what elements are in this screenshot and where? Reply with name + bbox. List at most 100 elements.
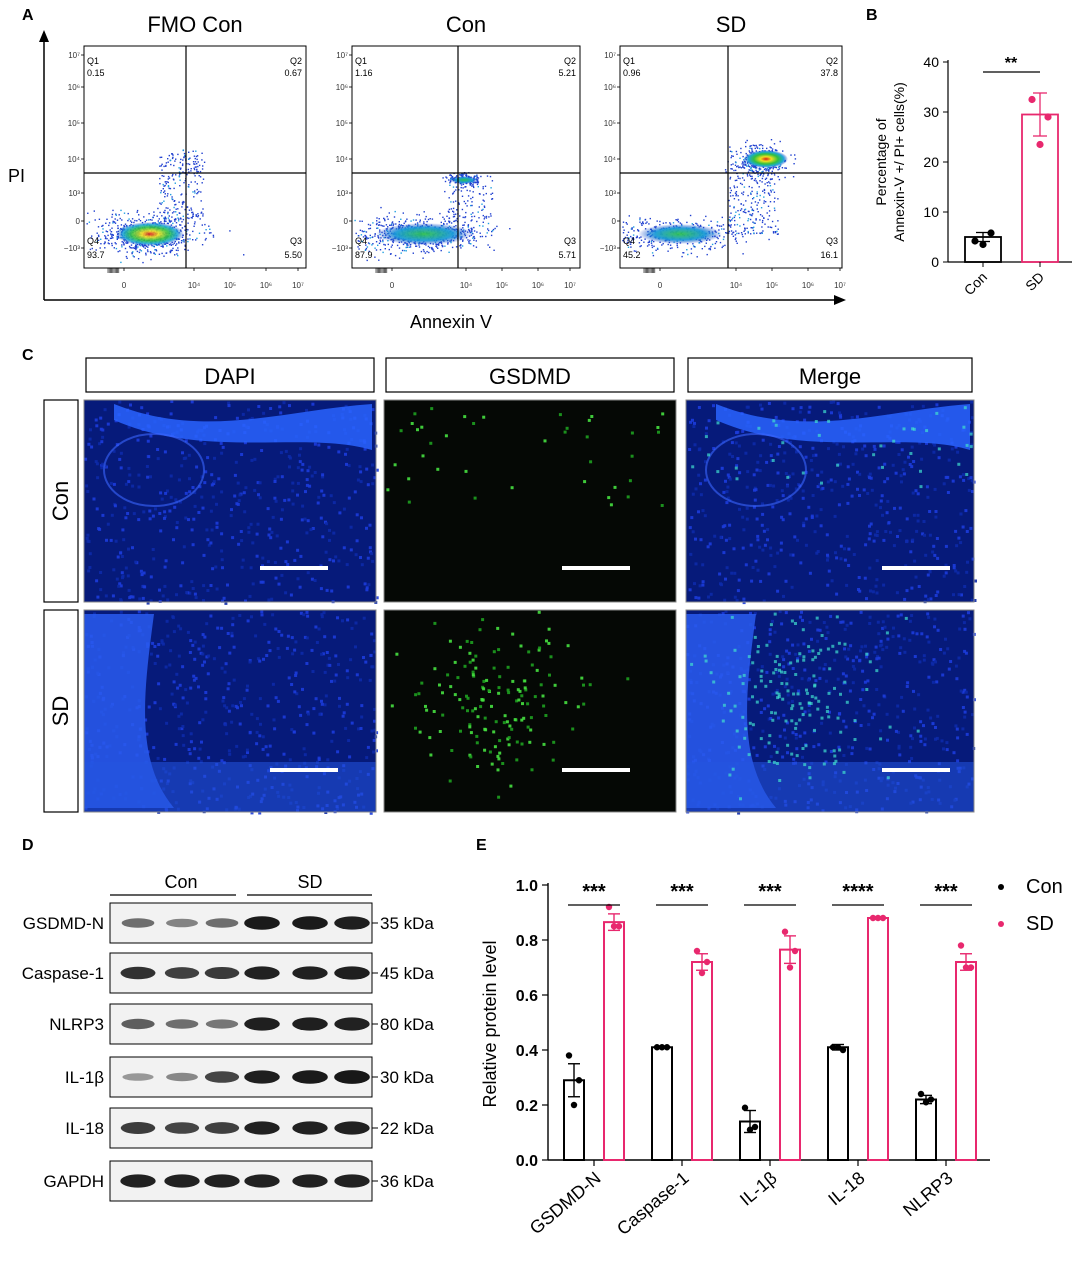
nucleus-pixel — [305, 636, 309, 640]
flow-event-dot — [475, 246, 478, 248]
flow-event-dot — [201, 182, 203, 184]
flow-event-dot — [476, 220, 478, 223]
nucleus-pixel — [151, 548, 155, 551]
flow-event-dot — [167, 193, 169, 195]
nucleus-pixel — [233, 494, 237, 498]
nucleus-pixel — [927, 640, 931, 644]
flow-event-dot — [749, 169, 751, 171]
flow-event-dot — [732, 163, 734, 165]
gsdmd-signal-pixel — [480, 698, 484, 701]
flow-event-dot — [455, 225, 457, 227]
flow-event-dot — [631, 237, 633, 239]
nucleus-pixel — [175, 593, 178, 597]
gsdmd-signal-pixel — [519, 644, 523, 648]
gsdmd-signal-pixel — [523, 679, 527, 683]
flow-event-dot — [623, 229, 625, 231]
nucleus-pixel — [268, 527, 272, 531]
nucleus-pixel — [712, 447, 716, 450]
flow-event-dot — [731, 233, 733, 235]
nucleus-pixel — [849, 621, 853, 625]
nucleus-pixel — [772, 484, 776, 488]
nucleus-pixel — [882, 583, 886, 587]
flow-event-dot — [151, 219, 153, 221]
flow-event-dot — [359, 220, 361, 222]
flow-event-dot — [716, 221, 719, 223]
nucleus-pixel — [779, 541, 783, 545]
flow-event-dot — [132, 255, 134, 257]
flow-event-dot — [756, 208, 758, 210]
flow-event-dot — [732, 231, 735, 233]
nucleus-pixel — [905, 540, 908, 544]
flow-event-dot — [650, 240, 653, 243]
nucleus-pixel — [358, 465, 362, 469]
gsdmd-signal-pixel — [468, 723, 472, 727]
flow-event-dot — [407, 244, 409, 246]
flow-event-dot — [184, 245, 186, 247]
flow-event-dot — [205, 229, 207, 231]
flow-event-dot — [750, 227, 752, 229]
gsdmd-signal-pixel — [425, 708, 429, 712]
flow-event-dot — [121, 241, 123, 243]
nucleus-pixel — [922, 658, 926, 662]
flow-event-dot — [744, 208, 747, 210]
panel-c-row-label: Con — [48, 481, 73, 521]
nucleus-pixel — [284, 591, 288, 595]
nucleus-pixel — [923, 533, 926, 537]
nucleus-pixel — [93, 612, 96, 616]
nucleus-pixel — [215, 521, 219, 525]
flow-event-dot — [471, 215, 473, 218]
flow-event-dot — [122, 242, 125, 244]
nucleus-pixel — [875, 530, 879, 534]
flow-event-dot — [628, 215, 630, 217]
flow-event-dot — [182, 149, 185, 151]
flow-y-tick-label: 10³ — [604, 189, 616, 198]
flow-event-dot — [161, 169, 163, 171]
scale-bar — [562, 566, 630, 570]
nucleus-pixel — [768, 628, 772, 632]
nucleus-pixel — [759, 403, 762, 407]
nucleus-pixel — [905, 589, 909, 593]
nucleus-pixel — [845, 534, 849, 538]
flow-event-dot — [739, 157, 741, 159]
flow-event-dot — [367, 223, 370, 226]
nucleus-pixel — [829, 401, 833, 404]
nucleus-pixel — [99, 588, 103, 592]
nucleus-pixel — [851, 462, 855, 466]
gsdmd-signal-pixel — [494, 720, 498, 724]
nucleus-pixel — [958, 475, 962, 479]
flow-event-dot — [692, 245, 695, 247]
nucleus-pixel — [216, 626, 220, 630]
nucleus-pixel — [803, 710, 807, 714]
nucleus-pixel — [839, 544, 843, 548]
flow-event-dot — [769, 168, 771, 170]
nucleus-pixel — [758, 469, 762, 473]
nucleus-pixel — [886, 499, 890, 503]
flow-event-dot — [690, 248, 693, 250]
flow-event-dot — [485, 215, 488, 218]
gsdmd-signal-pixel — [786, 475, 790, 479]
nucleus-pixel — [762, 529, 766, 533]
nucleus-pixel — [908, 463, 912, 466]
flow-event-dot — [196, 188, 198, 191]
nucleus-pixel — [205, 528, 209, 532]
flow-event-dot — [163, 191, 165, 193]
flow-event-dot — [173, 164, 175, 167]
panel-c-image-frame — [83, 399, 377, 603]
flow-event-dot — [763, 168, 766, 171]
nucleus-pixel — [769, 546, 773, 550]
flow-event-dot — [721, 246, 723, 249]
nucleus-pixel — [780, 622, 784, 626]
flow-event-dot — [458, 189, 460, 191]
nucleus-pixel — [147, 455, 151, 459]
nucleus-pixel — [311, 402, 315, 406]
nucleus-pixel — [237, 542, 241, 546]
nucleus-pixel — [375, 468, 379, 472]
nucleus-pixel — [138, 597, 142, 601]
flow-event-dot — [479, 193, 481, 195]
flow-event-dot — [451, 175, 454, 178]
nucleus-pixel — [85, 484, 89, 488]
flow-event-dot — [178, 218, 180, 220]
flow-event-dot — [448, 197, 450, 199]
flow-event-dot — [751, 170, 753, 172]
nucleus-pixel — [744, 451, 748, 455]
